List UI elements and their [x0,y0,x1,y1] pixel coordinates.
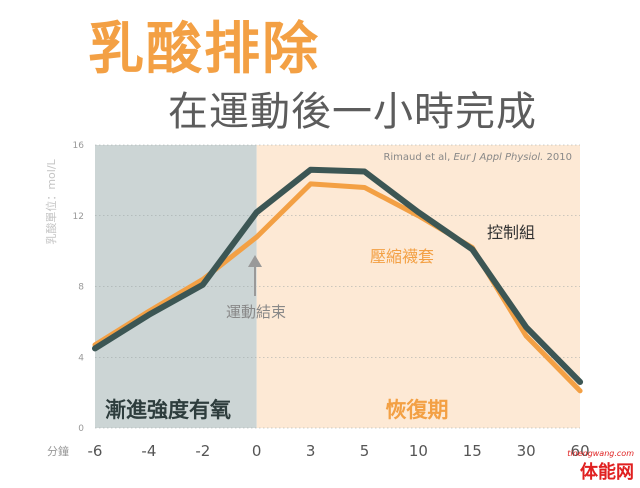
x-tick-label: -4 [141,442,156,460]
x-tick-label: 30 [517,442,536,460]
x-tick-label: 15 [463,442,482,460]
x-tick-label: 60 [571,442,590,460]
phase-label-recovery: 恢復期 [386,398,449,422]
y-tick-label: 8 [78,283,84,293]
annotation-arrow-head [248,255,262,267]
citation: Rimaud et al, Eur J Appl Physiol. 2010 [383,152,572,163]
y-tick-label: 16 [73,141,85,151]
phase-label-exercise: 漸進強度有氧 [105,398,231,422]
site-watermark: tinengwang.com 体能网 [567,449,634,484]
watermark-domain: tinengwang.com [567,449,634,458]
phase-region-2 [256,145,580,428]
series-label-compression: 壓縮襪套 [370,247,434,266]
x-tick-label: 0 [252,442,262,460]
y-axis-label: 乳酸單位：mol/L [44,158,58,244]
x-tick-label: 10 [409,442,428,460]
page-title: 乳酸排除 [88,17,320,82]
page-subtitle: 在運動後一小時完成 [168,89,537,135]
annotation-exercise-end: 運動結束 [226,303,286,321]
y-tick-label: 12 [73,212,84,222]
x-axis-label: 分鐘 [47,444,69,458]
x-tick-label: 3 [306,442,316,460]
y-tick-label: 0 [78,424,84,434]
x-tick-label: -2 [195,442,210,460]
y-tick-label: 4 [78,353,84,363]
x-tick-label: -6 [88,442,103,460]
series-line-control [92,166,584,386]
series-label-control: 控制組 [487,223,535,242]
x-tick-label: 5 [360,442,370,460]
watermark-brand: 体能网 [580,462,634,483]
